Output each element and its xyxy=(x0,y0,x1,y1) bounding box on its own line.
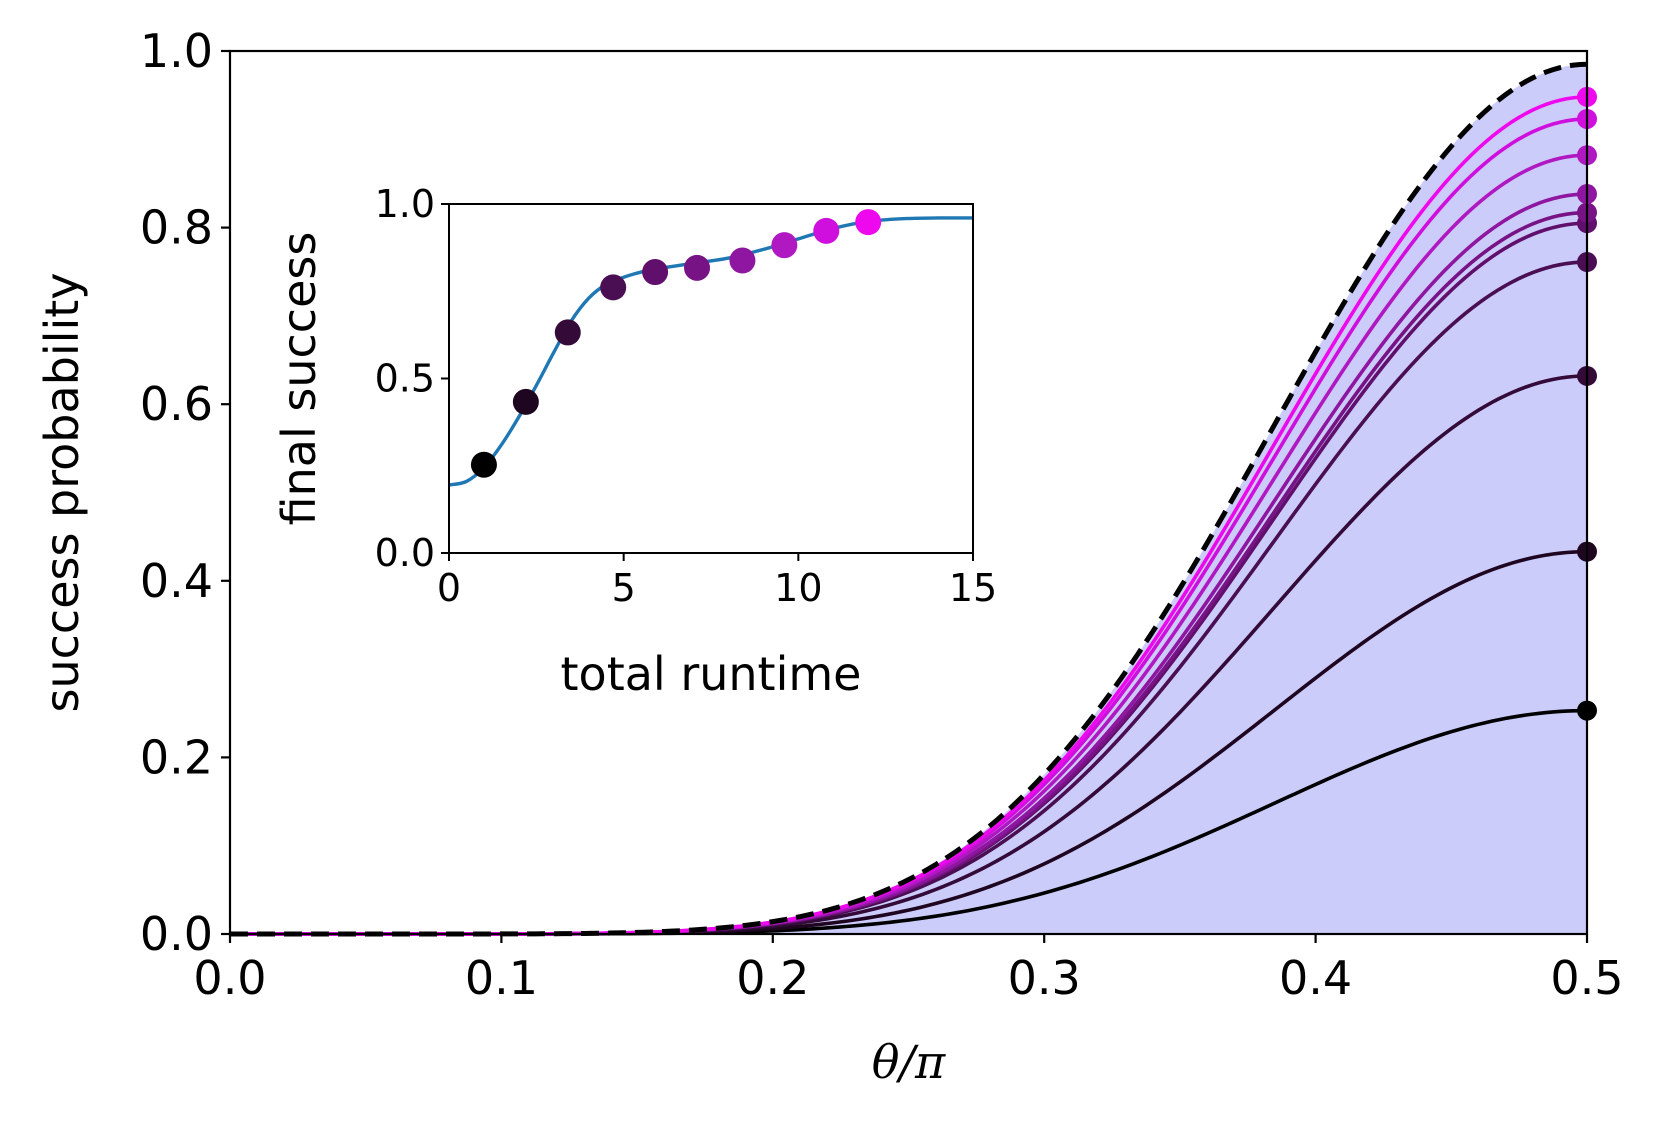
inset-point-6 xyxy=(684,254,711,281)
main-y-tick-label: 1.0 xyxy=(140,24,213,78)
main-y-axis-label: success probability xyxy=(35,273,89,713)
inset-point-4 xyxy=(600,274,627,301)
inset-x-tick-label: 15 xyxy=(949,566,997,610)
main-x-tick-label: 0.5 xyxy=(1550,951,1623,1005)
inset-point-3 xyxy=(554,319,581,346)
main-y-axis: 0.0 0.2 0.4 0.6 0.8 1.0 xyxy=(140,24,230,961)
inset-point-2 xyxy=(512,388,539,415)
inset-fit-curve xyxy=(448,216,974,487)
inset-x-axis: 0 5 10 15 xyxy=(437,553,997,610)
main-x-tick-label: 0.3 xyxy=(1008,951,1081,1005)
inset-point-5 xyxy=(642,259,669,286)
inset-points-group xyxy=(470,209,882,478)
main-y-tick-label: 0.2 xyxy=(140,730,213,784)
main-x-tick-label: 0.1 xyxy=(465,951,538,1005)
inset-point-10 xyxy=(855,209,882,236)
main-y-tick-label: 0.4 xyxy=(140,554,213,608)
main-y-tick-label: 0.6 xyxy=(140,377,213,431)
shaded-region xyxy=(230,64,1587,934)
main-x-tick-label: 0.0 xyxy=(193,951,266,1005)
main-x-tick-label: 0.4 xyxy=(1279,951,1352,1005)
inset-point-1 xyxy=(470,451,497,478)
inset-x-tick-label: 10 xyxy=(774,566,822,610)
inset-point-7 xyxy=(729,247,756,274)
inset-plot: 0 5 10 15 0.0 0.5 1.0 total runtime final suc… xyxy=(272,182,997,701)
main-plot-frame xyxy=(228,49,1589,936)
inset-x-tick-label: 5 xyxy=(612,566,636,610)
inset-point-9 xyxy=(813,217,840,244)
main-y-tick-label: 0.0 xyxy=(140,907,213,961)
inset-y-tick-label: 0.0 xyxy=(375,531,435,575)
main-x-axis: 0.0 0.1 0.2 0.3 0.4 0.5 xyxy=(193,934,1624,1005)
inset-y-tick-label: 1.0 xyxy=(375,182,435,226)
inset-y-axis-label: final success xyxy=(272,232,326,526)
main-x-axis-label: θ/π xyxy=(872,1035,946,1089)
main-x-tick-label: 0.2 xyxy=(736,951,809,1005)
inset-y-axis: 0.0 0.5 1.0 xyxy=(375,182,449,575)
inset-x-tick-label: 0 xyxy=(437,566,461,610)
inset-y-tick-label: 0.5 xyxy=(375,357,435,401)
main-y-tick-label: 0.8 xyxy=(140,201,213,255)
main-plot: 0.0 0.1 0.2 0.3 0.4 0.5 0.0 0.2 0.4 0.6 0.8 1.0 θ/… xyxy=(35,24,1624,1089)
inset-background xyxy=(449,204,973,553)
inset-point-8 xyxy=(771,232,798,259)
inset-x-axis-label: total runtime xyxy=(561,647,862,701)
